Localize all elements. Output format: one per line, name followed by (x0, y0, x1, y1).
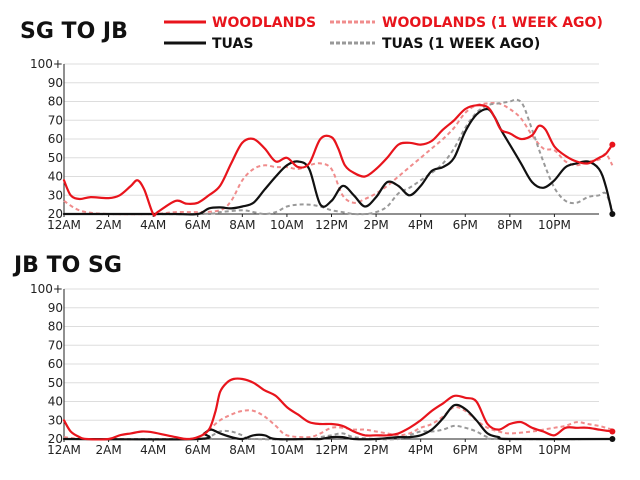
x-tick-label: 2AM (95, 218, 121, 232)
series-line-woodlands-week (63, 101, 614, 216)
y-tick-label: 50 (48, 151, 63, 165)
y-tick-label: 90 (48, 301, 63, 315)
y-tick-label: 20 (48, 432, 63, 446)
x-tick-label: 6AM (185, 218, 211, 232)
y-tick-label: 30 (48, 413, 63, 427)
legend-label-woodlands: WOODLANDS (212, 15, 316, 31)
x-tick-label: 12PM (315, 443, 348, 457)
chart-title: JB TO SG (12, 253, 122, 278)
x-tick-label: 8PM (497, 443, 522, 457)
x-tick-label: 6AM (185, 443, 211, 457)
end-point-woodlands (609, 141, 616, 148)
legend-label-tuas: TUAS (212, 36, 253, 52)
y-tick-label: 60 (48, 132, 63, 146)
x-tick-label: 10PM (538, 218, 571, 232)
y-tick-label: 50 (48, 376, 63, 390)
series-line-woodlands-week (63, 405, 613, 441)
series-line-tuas-week (63, 98, 614, 216)
x-tick-label: 2AM (95, 443, 121, 457)
legend-label-woodlands-week: WOODLANDS (1 WEEK AGO) (382, 15, 603, 31)
end-point-tuas (609, 436, 616, 442)
x-tick-label: 2PM (363, 218, 388, 232)
x-tick-label: 4PM (408, 443, 433, 457)
chart-title: SG TO JB (20, 19, 128, 44)
y-tick-label: 40 (48, 170, 63, 184)
x-tick-label: 6PM (453, 218, 478, 232)
y-tick-label: 60 (48, 357, 63, 371)
y-tick-label: 80 (48, 95, 63, 109)
series-line-woodlands (62, 104, 614, 217)
y-tick-label: 20 (48, 207, 63, 221)
end-point-woodlands (609, 428, 616, 435)
y-tick-label: 30 (48, 188, 63, 202)
x-tick-label: 8AM (229, 218, 255, 232)
x-tick-label: 10AM (270, 443, 304, 457)
y-tick-label: 90 (48, 76, 63, 90)
legend-label-tuas-week: TUAS (1 WEEK AGO) (382, 36, 540, 52)
x-tick-label: 10AM (270, 218, 304, 232)
x-tick-label: 6PM (453, 443, 478, 457)
x-tick-label: 4PM (408, 218, 433, 232)
x-tick-label: 2PM (363, 443, 388, 457)
legend: WOODLANDS WOODLANDS (1 WEEK AGO) TUAS TU… (164, 15, 603, 52)
series-line-woodlands (62, 377, 614, 441)
y-tick-label: 40 (48, 395, 63, 409)
y-tick-label: 100+ (30, 57, 63, 71)
x-tick-label: 10PM (538, 443, 571, 457)
y-tick-label: 70 (48, 338, 63, 352)
chart-jb-to-sg: JB TO SG 20 30 40 50 60 70 80 90 100+ 12AM 2AM 4AM 6A… (12, 253, 616, 457)
x-tick-label: 12AM (47, 218, 81, 232)
y-tick-label: 80 (48, 320, 63, 334)
x-tick-label: 8PM (497, 218, 522, 232)
chart-sg-to-jb: SG TO JB 20 30 40 50 60 70 80 90 100+ 12AM 2AM 4AM 6A… (20, 19, 616, 232)
series-line-tuas (62, 107, 614, 216)
x-tick-label: 12PM (315, 218, 348, 232)
y-tick-label: 70 (48, 113, 63, 127)
x-tick-label: 8AM (229, 443, 255, 457)
x-tick-label: 4AM (140, 218, 166, 232)
series-line-tuas (62, 403, 614, 441)
end-point-tuas (609, 211, 616, 217)
y-tick-label: 100+ (30, 282, 63, 296)
x-tick-label: 4AM (140, 443, 166, 457)
x-tick-label: 12AM (47, 443, 81, 457)
